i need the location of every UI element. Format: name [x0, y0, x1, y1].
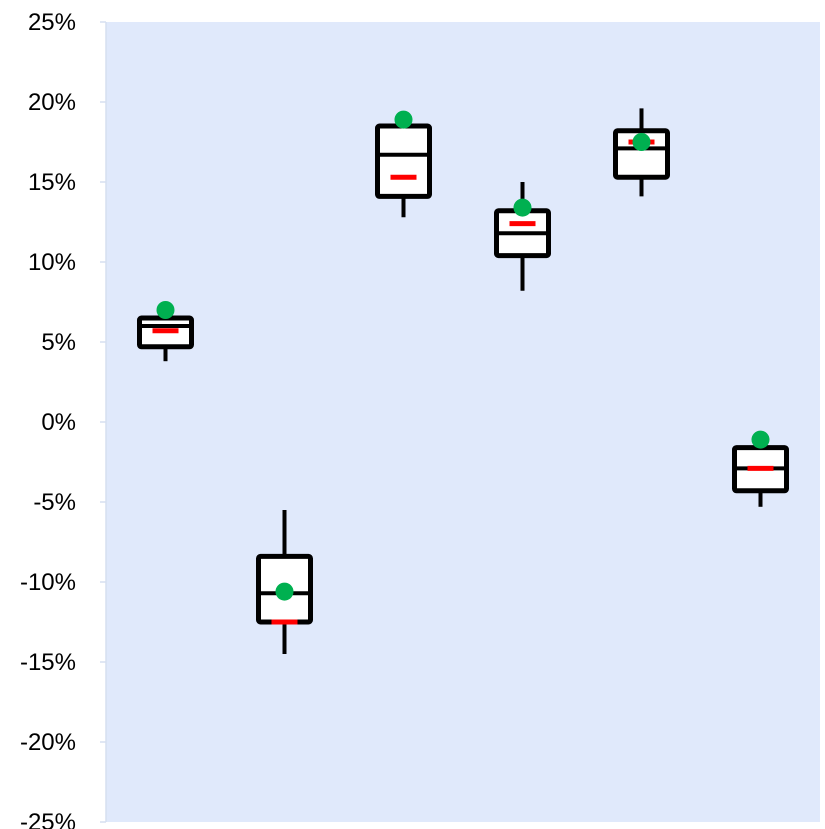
y-tick-label: 0%: [41, 409, 76, 436]
plot-area: [106, 22, 820, 822]
y-axis: 25% 20% 15% 10% 5% 0% -5% -10% -15% -20% -25%: [20, 9, 107, 829]
box-6: [732, 430, 789, 507]
y-tick-label: 5%: [41, 329, 76, 356]
box-2: [256, 510, 313, 654]
point-marker: [632, 133, 651, 151]
y-tick-label: -25%: [20, 809, 76, 829]
box-series: [137, 108, 789, 654]
point-marker: [275, 582, 294, 601]
y-tick-label: 15%: [28, 169, 76, 196]
interquartile-box: [375, 123, 432, 199]
point-marker: [156, 301, 175, 319]
y-tick-label: -5%: [33, 489, 76, 516]
box-1: [137, 301, 194, 362]
y-tick-label: 10%: [28, 249, 76, 276]
y-tick-label: -15%: [20, 649, 76, 676]
point-marker: [751, 430, 770, 449]
y-tick-label: 25%: [28, 9, 76, 36]
y-tick-label: -20%: [20, 729, 76, 756]
y-tick-label: -10%: [20, 569, 76, 596]
box-4: [494, 182, 551, 291]
point-marker: [394, 110, 413, 129]
y-tick-label: 20%: [28, 89, 76, 116]
box-3: [375, 110, 432, 218]
box-5: [613, 108, 670, 197]
point-marker: [513, 198, 532, 217]
